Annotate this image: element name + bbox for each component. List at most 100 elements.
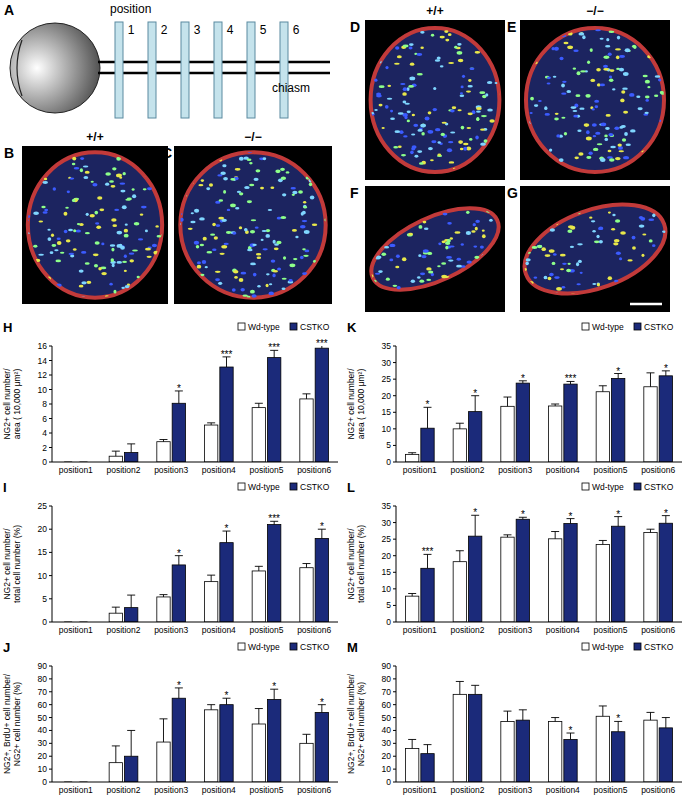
cell xyxy=(407,119,410,122)
cell xyxy=(90,214,95,217)
cell xyxy=(132,249,138,251)
cell xyxy=(305,282,311,285)
cell xyxy=(120,190,125,193)
cell xyxy=(475,291,480,294)
cell xyxy=(262,230,267,232)
cell xyxy=(420,124,426,128)
cell xyxy=(50,251,54,254)
cell xyxy=(421,123,426,127)
cell xyxy=(72,163,76,165)
cell xyxy=(650,30,656,33)
y-tick xyxy=(49,433,52,434)
cell xyxy=(365,228,369,232)
cell xyxy=(447,148,452,152)
x-tick-label: position6 xyxy=(641,785,675,795)
cell xyxy=(384,236,389,238)
cell xyxy=(147,256,152,258)
error-cap xyxy=(456,423,464,424)
cell xyxy=(659,58,662,60)
x-tick-label: position4 xyxy=(202,785,236,795)
cell xyxy=(205,266,208,268)
cell xyxy=(64,212,68,216)
cell xyxy=(206,187,210,190)
bar xyxy=(453,694,466,782)
cell xyxy=(292,191,297,194)
cells xyxy=(20,144,168,304)
y-tick xyxy=(49,375,52,376)
cell xyxy=(20,242,24,245)
legend-swatch xyxy=(290,323,297,330)
cell xyxy=(251,219,256,221)
cell xyxy=(448,259,453,261)
cell xyxy=(395,46,399,49)
cell xyxy=(64,230,68,233)
cell xyxy=(528,281,534,284)
cell xyxy=(369,258,373,261)
cell xyxy=(114,209,119,211)
cell xyxy=(399,310,405,314)
error-line xyxy=(412,739,413,748)
cell xyxy=(466,90,471,92)
cell xyxy=(416,188,421,192)
cell xyxy=(661,248,665,251)
x-tick-label: position2 xyxy=(106,785,140,795)
y-tick xyxy=(393,756,396,757)
cell xyxy=(42,181,48,184)
y-tick-label: 40 xyxy=(38,725,48,735)
cell xyxy=(378,247,382,250)
error-bar xyxy=(127,595,135,608)
cell xyxy=(609,303,613,305)
cell xyxy=(475,227,478,231)
y-tick-label: 50 xyxy=(382,713,392,723)
cell xyxy=(421,132,424,136)
error-cap xyxy=(551,404,559,405)
cell xyxy=(129,158,133,161)
cell xyxy=(484,260,489,262)
cell xyxy=(178,213,183,215)
cell xyxy=(48,237,52,241)
cell xyxy=(660,91,664,94)
cell xyxy=(617,36,620,40)
cell xyxy=(460,92,463,94)
y-axis-title: total cell number (%) xyxy=(12,525,22,603)
cell xyxy=(453,168,456,170)
cell xyxy=(27,144,33,148)
cell xyxy=(437,153,441,156)
cell xyxy=(447,239,451,242)
plot-marks xyxy=(405,681,672,782)
cell xyxy=(576,283,580,285)
y-tick xyxy=(49,622,52,623)
cell xyxy=(306,169,312,172)
cell xyxy=(613,197,617,200)
cell xyxy=(159,296,162,298)
y-tick-label: 80 xyxy=(382,674,392,684)
cell xyxy=(613,171,616,174)
cell xyxy=(492,178,497,180)
cell xyxy=(491,283,496,286)
error-line xyxy=(650,529,651,532)
error-bar xyxy=(662,718,670,728)
cell xyxy=(308,160,313,163)
y-tick-label: 50 xyxy=(38,713,48,723)
cell xyxy=(530,97,534,101)
cell xyxy=(641,22,647,25)
y-tick-label: 16 xyxy=(38,341,48,351)
cell xyxy=(447,306,450,309)
cell xyxy=(656,163,662,165)
bar xyxy=(109,456,122,462)
cell xyxy=(618,24,623,27)
y-tick xyxy=(393,678,396,679)
cell xyxy=(161,169,166,172)
cell xyxy=(269,292,274,296)
cell xyxy=(112,224,117,227)
cell xyxy=(500,297,504,301)
cell xyxy=(613,194,618,197)
cell xyxy=(365,108,370,111)
cell xyxy=(594,240,600,243)
cell xyxy=(424,228,429,231)
cell xyxy=(654,270,659,274)
cell xyxy=(612,88,615,90)
y-tick-label: 60 xyxy=(382,700,392,710)
cell xyxy=(280,216,286,219)
cell xyxy=(440,36,445,39)
